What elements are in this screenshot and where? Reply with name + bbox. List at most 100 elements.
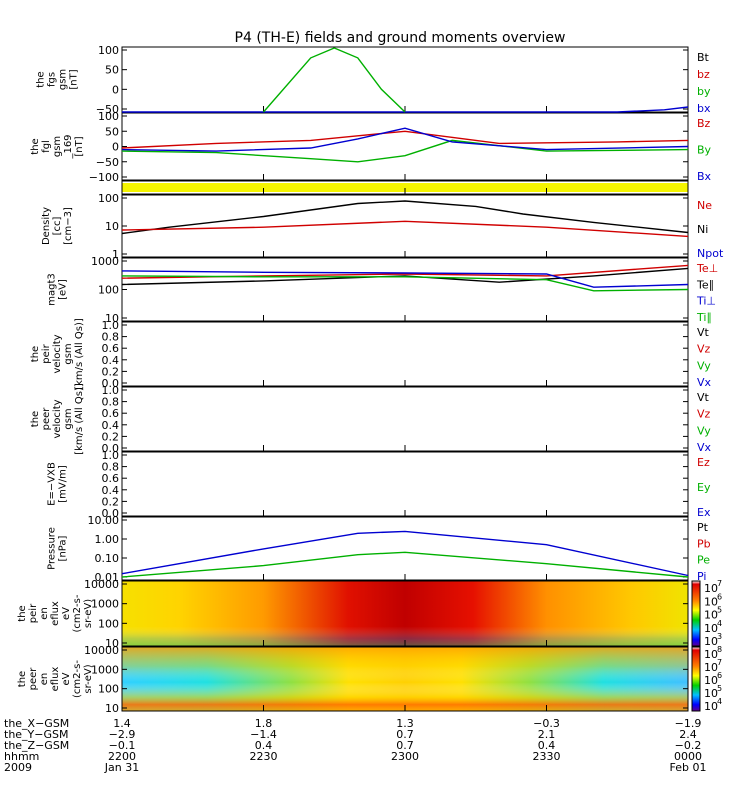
series-line-temp: [121, 267, 689, 286]
x-axis-row-name: 2009: [4, 761, 32, 774]
y-tick-label: −50: [96, 103, 119, 116]
colorbar-label: 10: [704, 687, 718, 700]
legend-entry: Vz: [697, 343, 711, 356]
y-axis-label: peer: [28, 667, 39, 691]
panel-frame-fgl: [121, 112, 689, 181]
y-axis-label: sr-eV): [83, 599, 94, 628]
y-axis-label: [nT]: [69, 69, 80, 89]
y-tick-label: 0.4: [102, 484, 120, 497]
colorbar-exponent: 4: [717, 619, 722, 628]
y-tick-label: 1: [112, 248, 119, 261]
y-tick-label: 1.0: [102, 384, 120, 397]
y-axis-label: en: [39, 607, 50, 620]
x-axis-value: −0.2: [675, 739, 702, 752]
y-axis-label: eV: [61, 672, 72, 685]
y-axis-label: [nT]: [74, 136, 85, 156]
colorbar-exponent: 6: [717, 671, 722, 680]
y-axis-label: [nPa]: [58, 535, 69, 561]
legend-entry: Ne: [697, 199, 712, 212]
legend-entry: Pe: [697, 554, 710, 567]
colorbar-exponent: 5: [717, 606, 722, 615]
x-axis-value: 0.7: [396, 728, 414, 741]
colorbar-label: 10: [704, 582, 718, 595]
x-axis-value: 2.1: [538, 728, 556, 741]
legend-entry: Bt: [697, 51, 710, 64]
colorbar-exponent: 7: [717, 658, 722, 667]
y-tick-label: 100: [98, 44, 119, 57]
x-axis-value: Jan 31: [104, 761, 139, 774]
y-tick-label: 10: [105, 637, 119, 650]
legend-entry: Vy: [697, 424, 711, 437]
plot-title: P4 (TH-E) fields and ground moments over…: [235, 30, 566, 46]
x-axis-value: 0.4: [255, 739, 273, 752]
y-tick-label: 0.8: [102, 396, 120, 409]
y-tick-label: 0.6: [102, 407, 120, 420]
panel-frame-density: [121, 194, 689, 258]
y-tick-label: 0.0: [102, 377, 120, 390]
colorbar-label: 10: [704, 648, 718, 661]
y-tick-label: 1.0: [102, 319, 120, 332]
colorbar-label: 10: [704, 622, 718, 635]
colorbar-label: 10: [704, 595, 718, 608]
y-axis-label: _169: [63, 134, 74, 159]
series-line-fgl: [121, 127, 689, 152]
colorbar-label: 10: [704, 609, 718, 622]
legend-entry: bz: [697, 68, 710, 81]
x-axis-row-name: the_Y−GSM: [4, 728, 69, 741]
legend-entry: Pi: [697, 570, 706, 583]
legend-entry: Ey: [697, 481, 711, 494]
y-axis-label: [cc]: [52, 217, 63, 236]
y-tick-label: 10: [105, 312, 119, 325]
x-axis-value: 2200: [108, 750, 136, 763]
x-axis-value: 2.4: [679, 728, 697, 741]
colorbar-exponent: 3: [717, 632, 722, 641]
y-axis-label: fgs: [47, 72, 58, 87]
x-axis-value: 2230: [250, 750, 278, 763]
colorbar-label: 10: [704, 635, 718, 648]
y-axis-label: [mV/m]: [58, 465, 69, 503]
colorbar-exponent: 8: [717, 645, 722, 654]
legend-entry: by: [697, 85, 711, 98]
y-axis-label: eflux: [50, 667, 61, 692]
x-axis-value: 1.3: [396, 717, 414, 730]
y-tick-label: 10: [105, 220, 119, 233]
series-line-fgl: [121, 139, 689, 163]
legend-entry: Vy: [697, 359, 711, 372]
colorbar-label: 10: [704, 700, 718, 713]
series-line-temp: [121, 275, 689, 292]
x-axis-row-name: the_Z−GSM: [4, 739, 69, 752]
y-axis-label: (cm2-s-: [72, 660, 83, 698]
legend-entry: Vx: [697, 376, 712, 389]
y-axis-label: gsm: [58, 69, 69, 90]
y-axis-label: [km/s (All Qs)]: [74, 318, 85, 390]
y-axis-label: fgl: [41, 140, 52, 153]
x-axis-value: 2330: [533, 750, 561, 763]
legend-entry: Ex: [697, 506, 711, 519]
y-axis-label: peir: [28, 603, 39, 623]
y-axis-label: [eV]: [58, 279, 69, 300]
legend-entry: Te⊥: [696, 262, 718, 275]
legend-entry: bx: [697, 102, 711, 115]
x-axis-value: 0.4: [538, 739, 556, 752]
spectrogram-shade: [122, 581, 688, 646]
y-tick-label: 100: [98, 617, 119, 630]
panel-frame-temp: [121, 257, 689, 322]
y-axis-label: gsm: [63, 343, 74, 364]
y-tick-label: 0.6: [102, 472, 120, 485]
series-line-fgs: [262, 47, 406, 113]
y-tick-label: 10: [105, 702, 119, 715]
y-tick-label: 0: [112, 83, 119, 96]
series-line-temp: [121, 270, 689, 288]
y-axis-label: eflux: [50, 601, 61, 626]
y-axis-label: velocity: [52, 399, 63, 438]
y-tick-label: 0.2: [102, 365, 120, 378]
legend-entry: Bx: [697, 170, 712, 183]
colorbar-exponent: 4: [717, 697, 722, 706]
legend-entry: Ez: [697, 456, 710, 469]
series-line-fgs: [122, 106, 689, 113]
y-tick-label: 0.2: [102, 495, 120, 508]
y-tick-label: 10.00: [88, 514, 120, 527]
